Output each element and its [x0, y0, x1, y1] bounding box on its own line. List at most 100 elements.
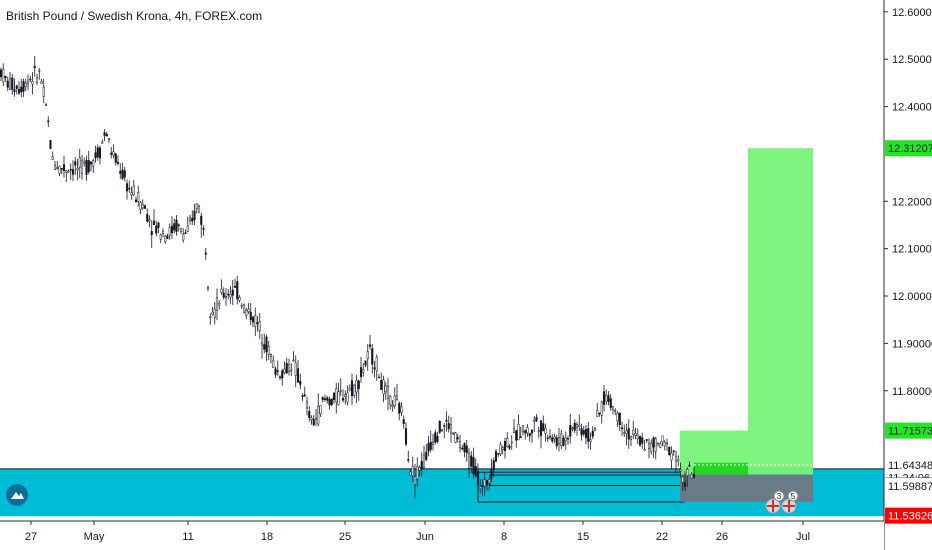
candle-body [386, 386, 390, 399]
candle-body [582, 430, 585, 435]
candle-body [328, 399, 331, 406]
candle-body [125, 183, 129, 192]
candle-body [121, 169, 124, 179]
candle-body [157, 222, 160, 228]
candle-body [283, 368, 286, 373]
price-label-bg [885, 456, 932, 473]
candle-body [8, 78, 12, 90]
candle-body [305, 401, 309, 409]
candle-body [542, 423, 545, 432]
candle-body [357, 380, 360, 389]
candle-body [638, 435, 642, 446]
tradingview-logo-icon[interactable] [6, 484, 28, 506]
candle-body [15, 85, 18, 89]
candle-body [476, 471, 480, 486]
candle-body [566, 438, 570, 440]
candle-body [238, 297, 241, 301]
candle-body [521, 425, 525, 433]
candle-body [218, 302, 221, 306]
candle-body [510, 441, 513, 444]
time-tick-label: Jul [796, 531, 810, 543]
time-tick-label: May [84, 531, 105, 543]
candle-body [474, 466, 477, 477]
candle-body [60, 168, 63, 170]
candle-body [332, 392, 336, 401]
candle-body [670, 452, 673, 461]
candle-body [308, 411, 311, 418]
candle-body [539, 420, 543, 436]
time-tick-label: 11 [182, 531, 193, 543]
candle-body [609, 398, 612, 408]
candle-body [596, 410, 599, 417]
candle-body [213, 308, 216, 318]
candle-body [452, 432, 455, 435]
candle-body [497, 453, 500, 455]
candle-body [159, 234, 162, 240]
candle-body [501, 447, 504, 450]
candle-body [227, 293, 230, 296]
candle-body [130, 192, 133, 196]
candle-body [533, 419, 536, 422]
candle-body [350, 380, 354, 396]
candle-body [611, 406, 615, 411]
price-label: 11.71573 [888, 426, 932, 438]
candle-body [456, 437, 459, 440]
candle-body [206, 287, 210, 289]
candle-body [384, 385, 387, 393]
time-axis [0, 521, 884, 550]
candle-body [56, 167, 59, 169]
price-label: 11.59887 [888, 481, 932, 493]
candle-body [679, 469, 682, 472]
candle-body [314, 417, 318, 420]
price-label-bg [885, 422, 932, 439]
candle-body [416, 466, 419, 480]
candle-body [578, 424, 581, 427]
candle-body [317, 406, 320, 425]
candle-body [636, 434, 639, 439]
candle-body [571, 427, 574, 430]
candle-body [292, 359, 295, 362]
candle-body [119, 170, 122, 174]
candle-body [209, 316, 212, 318]
candle-body [220, 288, 223, 293]
long-position-2-target-area [748, 148, 813, 475]
candle-body [560, 433, 563, 446]
candle-body [161, 231, 165, 235]
candle-body [420, 461, 423, 469]
candle-body [652, 437, 655, 448]
candle-body [692, 473, 696, 478]
candle-body [134, 199, 138, 203]
candle-body [645, 439, 648, 441]
candle-body [447, 423, 450, 429]
candle-body [29, 78, 32, 81]
symbol-title[interactable]: British Pound / Swedish Krona, 4h, FOREX… [6, 9, 263, 23]
candle-body [463, 443, 466, 453]
candle-body [647, 442, 651, 450]
candle-body [114, 153, 117, 163]
candle-body [407, 459, 410, 461]
candle-body [569, 425, 572, 437]
candle-body [503, 441, 507, 452]
candle-body [677, 459, 680, 462]
candle-body [584, 428, 588, 438]
candle-body [146, 214, 149, 222]
candle-body [686, 468, 689, 477]
candle-body [382, 379, 385, 395]
candle-body [191, 217, 194, 222]
candle-body [598, 412, 601, 415]
candle-body [371, 348, 374, 365]
candle-body [222, 292, 225, 298]
candle-body [35, 77, 39, 84]
candle-body [265, 336, 268, 353]
candle-body [287, 364, 291, 372]
candle-body [508, 445, 511, 449]
candle-body [461, 447, 464, 450]
economic-events[interactable]: 3 5 [764, 490, 800, 516]
candle-body [128, 187, 131, 190]
candle-body [17, 89, 21, 94]
candle-body [607, 395, 610, 402]
candle-body [47, 120, 50, 123]
candle-body [440, 429, 444, 432]
